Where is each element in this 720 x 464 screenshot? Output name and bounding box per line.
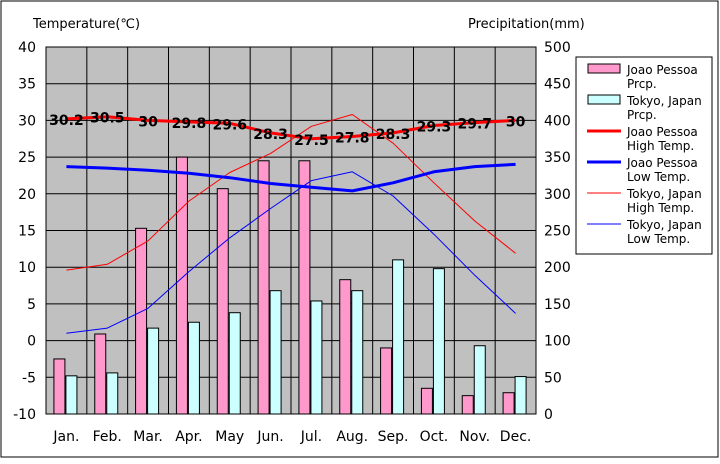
right-tick-label: 350 — [544, 150, 571, 166]
left-tick-label: 5 — [27, 297, 36, 313]
bar-tokyo-prcp — [65, 375, 78, 415]
left-tick-label: -10 — [13, 407, 36, 423]
left-tick-label: 0 — [27, 334, 36, 350]
legend-label: Tokyo, Japan — [626, 187, 702, 201]
right-tick-label: 500 — [544, 40, 571, 56]
x-tick-label: Sep. — [378, 429, 409, 445]
legend-label: Low Temp. — [627, 170, 690, 184]
data-label-high-temp: 28.3 — [376, 127, 411, 143]
data-label-high-temp: 29.6 — [212, 117, 247, 133]
bar-tokyo-prcp — [269, 290, 282, 415]
data-label-high-temp: 30 — [506, 114, 526, 130]
left-tick-label: 35 — [18, 77, 36, 93]
bar-tokyo-prcp — [432, 268, 445, 415]
bar-tokyo-prcp — [187, 321, 200, 415]
right-tick-label: 150 — [544, 297, 571, 313]
data-label-high-temp: 29.8 — [172, 116, 207, 132]
right-tick-label: 250 — [544, 224, 571, 240]
x-tick-label: Jun. — [256, 429, 283, 445]
bar-tokyo-prcp — [473, 345, 486, 415]
legend-label: Joao Pessoa — [626, 125, 698, 139]
x-tick-label: Oct. — [420, 429, 449, 445]
legend-label: Joao Pessoa — [626, 156, 698, 170]
right-tick-label: 300 — [544, 187, 571, 203]
line-joao-pessoa-low-temp — [66, 162, 516, 193]
bar-tokyo-prcp — [147, 327, 160, 415]
data-label-high-temp: 29.3 — [417, 120, 452, 136]
x-tick-label: Aug. — [336, 429, 368, 445]
left-tick-label: 15 — [18, 224, 36, 240]
right-tick-label: 400 — [544, 113, 571, 129]
left-tick-label: 20 — [18, 187, 36, 203]
bar-joao-pessoa-prcp — [298, 160, 311, 415]
bar-joao-pessoa-prcp — [461, 395, 474, 415]
data-label-high-temp: 27.8 — [335, 131, 370, 147]
bar-joao-pessoa-prcp — [339, 279, 352, 415]
legend-label: Prcp. — [627, 108, 657, 122]
x-tick-label: Jan. — [52, 429, 79, 445]
right-tick-label: 450 — [544, 77, 571, 93]
bar-joao-pessoa-prcp — [216, 188, 229, 415]
data-label-high-temp: 28.3 — [253, 127, 288, 143]
legend-swatch — [587, 94, 621, 105]
data-label-high-temp: 29.7 — [457, 117, 492, 133]
right-tick-label: 0 — [544, 407, 553, 423]
bar-joao-pessoa-prcp — [53, 358, 66, 415]
bar-tokyo-prcp — [514, 376, 527, 415]
legend-swatch — [587, 63, 621, 74]
data-label-high-temp: 27.5 — [294, 133, 329, 149]
x-tick-label: Dec. — [500, 429, 532, 445]
legend-label: High Temp. — [627, 201, 694, 215]
x-tick-label: Mar. — [133, 429, 163, 445]
line-joao-pessoa-high-temp — [66, 115, 516, 141]
bar-joao-pessoa-prcp — [380, 347, 393, 415]
left-axis-title: Temperature(℃) — [32, 17, 140, 32]
line-tokyo-japan-high-temp — [66, 114, 516, 271]
left-tick-label: 40 — [18, 40, 36, 56]
bar-joao-pessoa-prcp — [94, 333, 107, 415]
right-axis-title: Precipitation(mm) — [468, 17, 585, 32]
x-tick-label: Apr. — [175, 429, 202, 445]
x-tick-label: Nov. — [459, 429, 490, 445]
data-label-high-temp: 30.5 — [90, 111, 125, 127]
bar-tokyo-prcp — [351, 290, 364, 415]
left-tick-label: 10 — [18, 260, 36, 276]
bar-joao-pessoa-prcp — [420, 387, 433, 415]
legend-box — [575, 56, 713, 255]
x-tick-label: May — [215, 429, 244, 445]
bar-joao-pessoa-prcp — [502, 392, 515, 415]
bar-tokyo-prcp — [106, 372, 119, 415]
data-label-high-temp: 30.2 — [49, 113, 84, 129]
bar-tokyo-prcp — [310, 300, 323, 415]
right-tick-label: 50 — [544, 370, 562, 386]
left-tick-label: -5 — [22, 370, 36, 386]
right-tick-label: 100 — [544, 334, 571, 350]
bar-tokyo-prcp — [392, 259, 405, 415]
right-tick-label: 200 — [544, 260, 571, 276]
legend-label: Tokyo, Japan — [626, 94, 702, 108]
legend-label: Low Temp. — [627, 232, 690, 246]
legend-label: High Temp. — [627, 139, 694, 153]
data-label-high-temp: 30 — [138, 114, 158, 130]
x-tick-label: Feb. — [93, 429, 122, 445]
bar-joao-pessoa-prcp — [135, 227, 148, 415]
plot-border — [45, 46, 537, 415]
legend-label: Tokyo, Japan — [626, 218, 702, 232]
bar-tokyo-prcp — [228, 312, 241, 415]
legend-label: Prcp. — [627, 77, 657, 91]
bar-joao-pessoa-prcp — [175, 156, 188, 415]
left-tick-label: 25 — [18, 150, 36, 166]
left-tick-label: 30 — [18, 113, 36, 129]
legend-label: Joao Pessoa — [626, 63, 698, 77]
x-tick-label: Jul. — [300, 429, 322, 445]
line-tokyo-japan-low-temp — [66, 171, 516, 334]
bar-joao-pessoa-prcp — [257, 160, 270, 415]
